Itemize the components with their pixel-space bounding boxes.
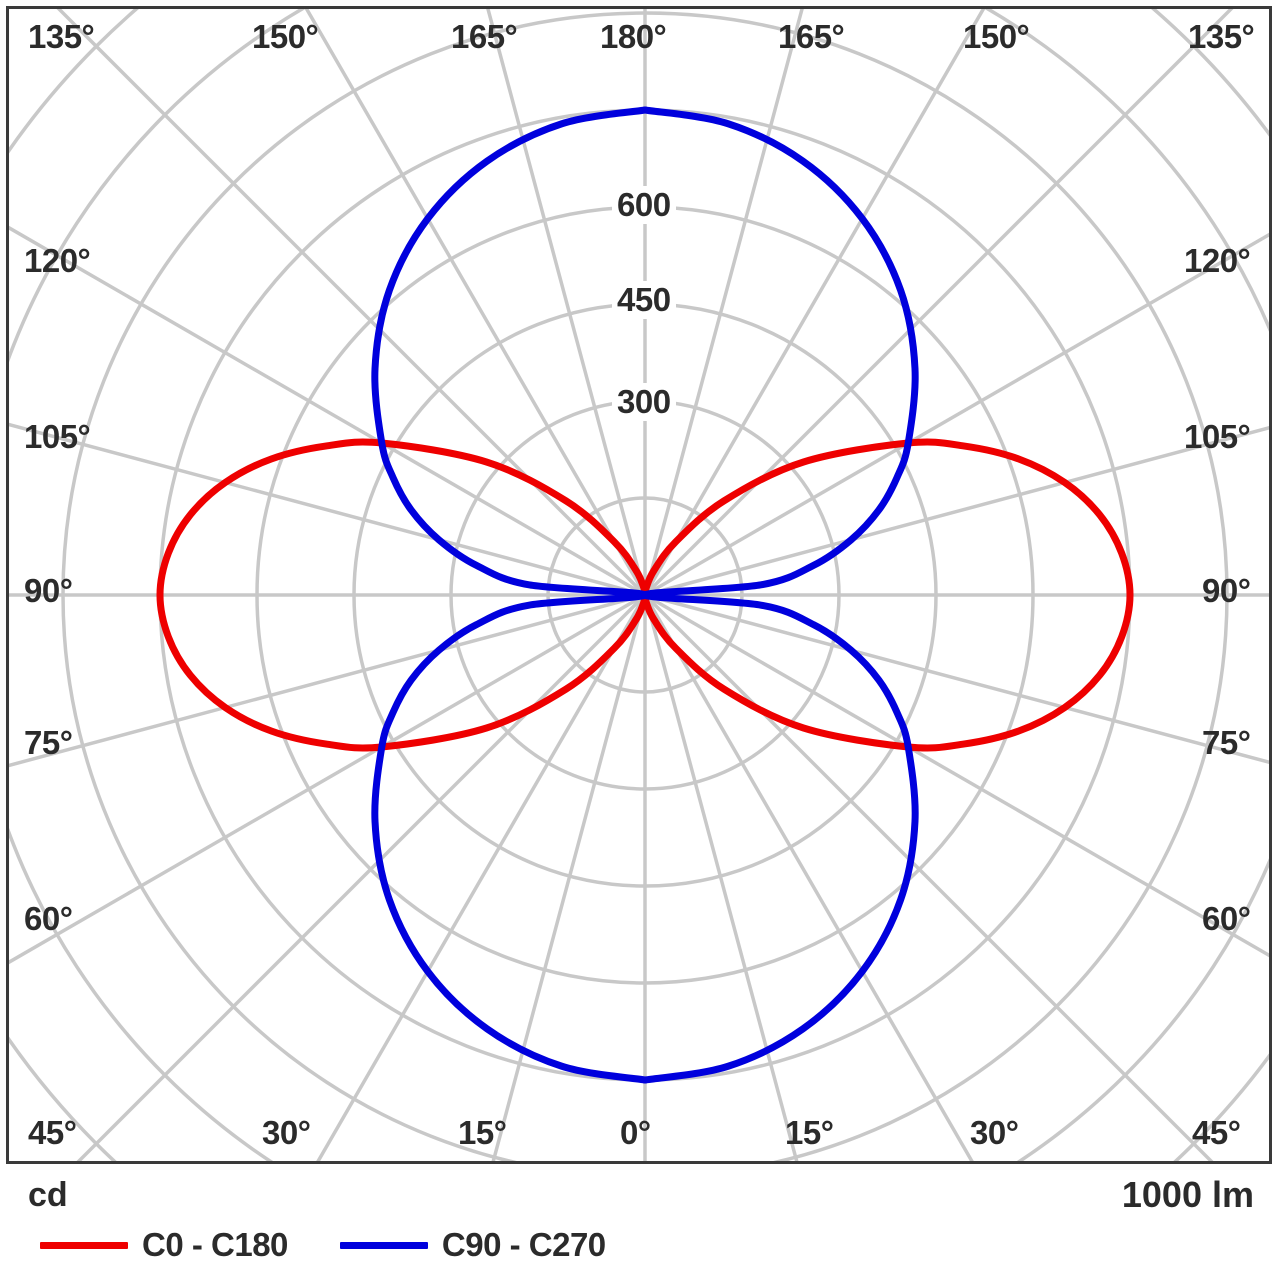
curve-c90-c270	[371, 106, 649, 1084]
angle-label-top-2: 165°	[451, 18, 518, 55]
angle-label-bottom-2: 15°	[458, 1114, 507, 1151]
angle-label-bottom-1: 30°	[262, 1114, 311, 1151]
angle-label-right-1: 105°	[1184, 418, 1251, 455]
luminous-flux-label: 1000 lm	[1121, 1174, 1254, 1215]
chart-legend: C0 - C180 C90 - C270	[40, 1226, 606, 1264]
angle-label-top-5: 150°	[963, 18, 1030, 55]
angle-label-bottom-5: 30°	[970, 1114, 1019, 1151]
angle-label-left-3: 75°	[24, 724, 73, 761]
angle-label-right-4: 60°	[1202, 900, 1251, 937]
angle-label-bottom-6: 45°	[1192, 1114, 1241, 1151]
legend-swatch-icon	[40, 1241, 128, 1249]
angle-label-top-1: 150°	[252, 18, 319, 55]
angle-label-bottom-3: 0°	[620, 1114, 651, 1151]
radial-label-600: 600	[612, 186, 676, 224]
polar-grid	[9, 9, 1269, 1161]
radial-label-450: 450	[612, 281, 676, 319]
polar-plot-canvas	[9, 9, 1269, 1161]
polar-curves	[156, 106, 1134, 1084]
curve-c0-c180	[641, 438, 1134, 752]
angle-label-right-3: 75°	[1202, 724, 1251, 761]
angle-label-right-2: 90°	[1202, 572, 1251, 609]
angle-label-left-4: 60°	[24, 900, 73, 937]
legend-entry-0[interactable]: C0 - C180	[40, 1226, 288, 1264]
angle-label-bottom-0: 45°	[28, 1114, 77, 1151]
angle-label-top-3: 180°	[600, 18, 667, 55]
curve-c0-c180	[156, 438, 649, 752]
angle-label-left-1: 105°	[24, 418, 91, 455]
legend-label: C0 - C180	[142, 1226, 288, 1263]
legend-swatch-icon	[339, 1241, 428, 1249]
unit-label-cd: cd	[28, 1176, 68, 1214]
legend-label: C90 - C270	[441, 1226, 606, 1263]
chart-footer: cd 1000 lm C0 - C180 C90 - C270	[0, 1164, 1280, 1280]
angle-label-top-0: 135°	[28, 18, 95, 55]
angle-label-top-4: 165°	[778, 18, 845, 55]
angle-label-left-2: 90°	[24, 572, 73, 609]
angle-label-left-0: 120°	[24, 242, 91, 279]
radial-label-300: 300	[612, 383, 676, 421]
angle-label-top-6: 135°	[1188, 18, 1255, 55]
angle-label-right-0: 120°	[1184, 242, 1251, 279]
legend-entry-1[interactable]: C90 - C270	[339, 1226, 606, 1264]
angle-label-bottom-4: 15°	[785, 1114, 834, 1151]
polar-plot-frame	[6, 6, 1272, 1164]
